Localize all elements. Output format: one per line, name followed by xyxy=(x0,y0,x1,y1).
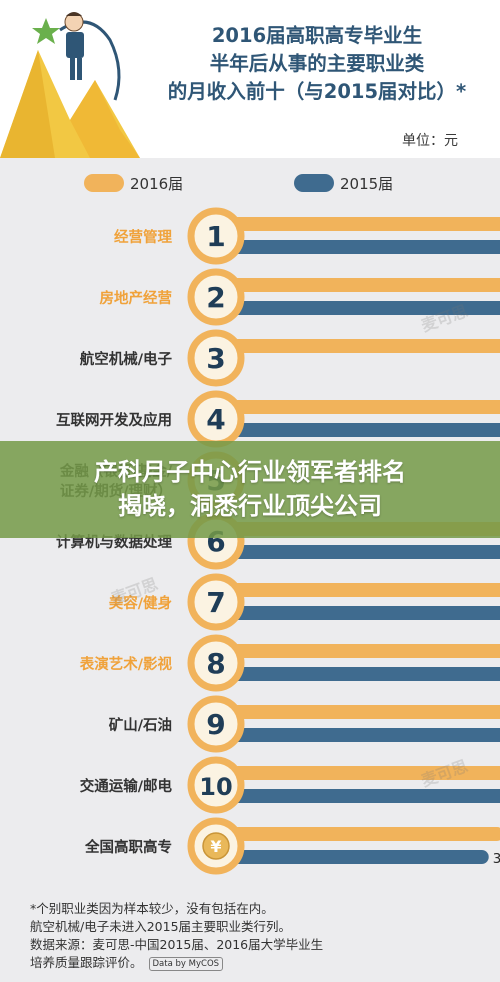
legend-swatch-2016 xyxy=(84,174,124,192)
rank-circle xyxy=(187,573,245,631)
rank-circle xyxy=(187,634,245,692)
title-line-1: 2016届高职高专毕业生 xyxy=(211,24,423,47)
mountain-climber-illustration xyxy=(0,12,140,158)
legend-swatch-2015 xyxy=(294,174,334,192)
title-line-3: 的月收入前十（与2015届对比）* xyxy=(167,80,467,103)
footnote-3: 数据来源：麦可思-中国2015届、2016届大学毕业生 xyxy=(30,937,324,952)
bar-2016 xyxy=(216,644,500,658)
bar-2016 xyxy=(216,705,500,719)
rank-circle xyxy=(187,756,245,814)
category-label: 经营管理 xyxy=(114,228,172,246)
title-line-2: 半年后从事的主要职业类 xyxy=(209,52,425,75)
rank-circle xyxy=(187,695,245,753)
rank-circle xyxy=(187,329,245,387)
banner-line-2: 揭晓，洞悉行业顶尖公司 xyxy=(118,492,382,520)
value-label-2015: 3409 xyxy=(493,851,500,867)
bar-2015 xyxy=(216,789,500,803)
salary-bar-chart: 经营管理455741481房地产经营449440202航空机械/电子43593互… xyxy=(56,207,500,875)
category-label: 全国高职高专 xyxy=(84,838,172,856)
data-credit-badge: Data by MyCOS xyxy=(148,956,224,971)
unit-label: 单位：元 xyxy=(402,133,458,149)
bar-2015 xyxy=(216,301,500,315)
legend-label-2015: 2015届 xyxy=(340,175,394,193)
rank-number: 1 xyxy=(206,220,225,253)
bar-2016 xyxy=(216,827,500,841)
rank-number: 4 xyxy=(206,403,225,436)
footnote-4: 培养质量跟踪评价。 Data by MyCOS xyxy=(30,954,490,972)
bar-2015 xyxy=(216,667,500,681)
banner-line-1: 产科月子中心行业领军者排名 xyxy=(94,458,406,486)
headline-banner: 产科月子中心行业领军者排名 揭晓，洞悉行业顶尖公司 xyxy=(0,441,500,538)
bar-2015 xyxy=(216,240,500,254)
footnotes: *个别职业类因为样本较少，没有包括在内。 航空机械/电子未进入2015届主要职业… xyxy=(30,900,490,972)
header: 2016届高职高专毕业生 半年后从事的主要职业类 的月收入前十（与2015届对比… xyxy=(0,0,500,158)
rank-number: ¥ xyxy=(210,837,221,856)
category-label: 房地产经营 xyxy=(100,289,173,307)
rank-number: 3 xyxy=(206,342,225,375)
bar-2015 xyxy=(216,728,500,742)
bar-2015 xyxy=(216,423,500,437)
footnote-4-text: 培养质量跟踪评价。 xyxy=(30,955,143,970)
rank-number: 2 xyxy=(206,281,225,314)
bar-2015 xyxy=(216,850,489,864)
footnote-2: 航空机械/电子未进入2015届主要职业类行列。 xyxy=(30,919,292,934)
footnote-1: *个别职业类因为样本较少，没有包括在内。 xyxy=(30,901,274,916)
bar-2015 xyxy=(216,545,500,559)
bar-2016 xyxy=(216,583,500,597)
category-label: 交通运输/邮电 xyxy=(80,777,173,795)
category-label: 互联网开发及应用 xyxy=(56,411,172,429)
yuan-coin-icon xyxy=(202,832,230,860)
category-label: 表演艺术/影视 xyxy=(80,655,173,673)
bar-2016 xyxy=(216,766,500,780)
category-label: 航空机械/电子 xyxy=(80,350,173,368)
page-title: 2016届高职高专毕业生 半年后从事的主要职业类 的月收入前十（与2015届对比… xyxy=(142,22,492,106)
rank-number: 7 xyxy=(206,586,225,619)
bar-2016 xyxy=(216,400,500,414)
bar-2016 xyxy=(216,217,500,231)
rank-number: 8 xyxy=(206,647,225,680)
category-label: 矿山/石油 xyxy=(109,716,172,734)
legend: 2016届 2015届 xyxy=(0,165,500,201)
rank-number: 10 xyxy=(199,773,232,801)
rank-circle xyxy=(187,207,245,265)
bar-2016 xyxy=(216,339,500,353)
rank-circle xyxy=(187,268,245,326)
bar-2015 xyxy=(216,606,500,620)
legend-label-2016: 2016届 xyxy=(130,175,184,193)
category-label: 美容/健身 xyxy=(109,594,172,612)
banner-text: 产科月子中心行业领军者排名 揭晓，洞悉行业顶尖公司 xyxy=(0,455,500,523)
rank-number: 9 xyxy=(206,708,225,741)
bar-2016 xyxy=(216,278,500,292)
